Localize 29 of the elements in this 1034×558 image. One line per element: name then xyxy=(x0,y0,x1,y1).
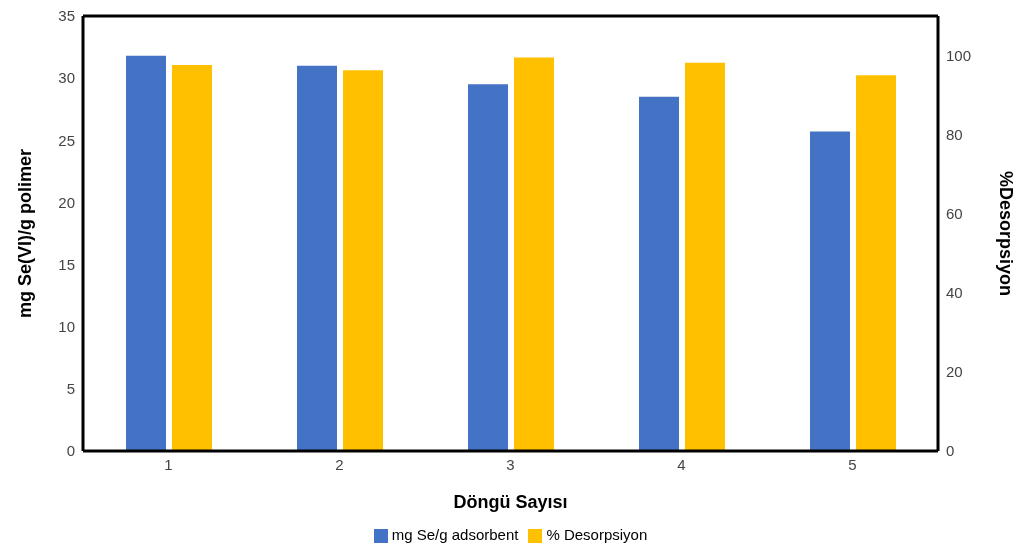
y-tick-label: 0 xyxy=(66,442,75,460)
y2-tick-label: 60 xyxy=(946,205,963,223)
bar xyxy=(810,131,850,451)
bar xyxy=(468,84,508,451)
y2-axis-title: %Desorpsiyon xyxy=(995,170,1016,297)
x-axis-title: Döngü Sayısı xyxy=(453,491,568,512)
x-tick-label: 2 xyxy=(335,455,344,473)
y-tick-label: 5 xyxy=(66,380,75,398)
y-tick-label: 35 xyxy=(58,7,75,25)
x-tick-label: 3 xyxy=(506,455,515,473)
y-tick-label: 25 xyxy=(58,131,75,149)
y2-tick-label: 20 xyxy=(946,363,963,381)
x-tick-label: 4 xyxy=(677,455,686,473)
y2-tick-label: 100 xyxy=(946,46,972,64)
y-tick-label: 15 xyxy=(58,255,75,273)
y2-tick-label: 40 xyxy=(946,284,963,302)
bar xyxy=(126,55,166,451)
y2-tick-label: 80 xyxy=(946,125,963,143)
y-tick-label: 20 xyxy=(58,193,75,211)
bar xyxy=(297,65,337,451)
legend-label: % Desorpsiyon xyxy=(546,525,648,543)
legend-label: mg Se/g adsorbent xyxy=(391,525,519,543)
x-tick-label: 1 xyxy=(164,455,173,473)
y-axis-title: mg Se(VI)/g polimer xyxy=(15,148,36,318)
y2-tick-label: 0 xyxy=(946,442,955,460)
y-tick-label: 30 xyxy=(58,69,75,87)
x-tick-label: 5 xyxy=(848,455,857,473)
bar xyxy=(639,96,679,451)
y-tick-label: 10 xyxy=(58,318,75,336)
